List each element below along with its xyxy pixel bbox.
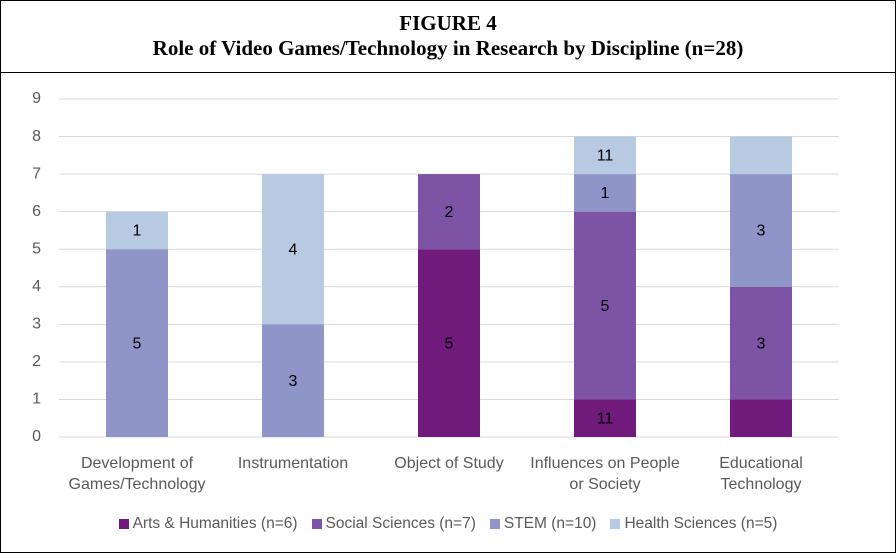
legend-swatch bbox=[311, 519, 322, 529]
chart-title: Role of Video Games/Technology in Resear… bbox=[152, 36, 744, 60]
bar-segment bbox=[418, 249, 480, 437]
data-label: 5 bbox=[445, 335, 454, 352]
legend-item: Arts & Humanities (n=6) bbox=[118, 515, 298, 533]
x-tick-label: Instrumentation bbox=[237, 455, 349, 472]
data-label: 1 bbox=[601, 185, 610, 202]
legend-label: Arts & Humanities (n=6) bbox=[132, 515, 298, 532]
data-label: 2 bbox=[445, 204, 454, 221]
data-label: 5 bbox=[601, 298, 610, 315]
x-tick-label: Influences on People or Society bbox=[530, 455, 680, 493]
data-label: 4 bbox=[289, 241, 298, 258]
data-label: 3 bbox=[757, 335, 766, 352]
bar-segment bbox=[574, 211, 636, 400]
data-label: 5 bbox=[133, 335, 142, 352]
y-tick-label: 2 bbox=[32, 353, 41, 370]
data-label: 1 bbox=[133, 223, 142, 240]
legend-label: STEM (n=10) bbox=[503, 515, 597, 532]
legend-swatch bbox=[489, 519, 500, 529]
legend-swatch bbox=[610, 519, 621, 529]
bar-segment bbox=[730, 136, 792, 175]
y-tick-label: 6 bbox=[32, 203, 41, 220]
bar-segment bbox=[574, 136, 636, 175]
bar-segment bbox=[106, 249, 168, 437]
y-tick-label: 8 bbox=[32, 128, 41, 145]
legend-label: Health Sciences (n=5) bbox=[624, 515, 778, 532]
bar-segment bbox=[574, 174, 636, 212]
bar-segment bbox=[262, 174, 324, 325]
bar-segment bbox=[262, 324, 324, 437]
y-tick-label: 9 bbox=[32, 90, 41, 107]
bar-segment bbox=[418, 174, 480, 250]
x-tick-label: Development of Games/Technology bbox=[68, 455, 206, 493]
legend-item: Health Sciences (n=5) bbox=[610, 515, 777, 533]
legend: Arts & Humanities (n=6) Social Sciences (… bbox=[1, 515, 895, 533]
legend-item: Social Sciences (n=7) bbox=[311, 515, 476, 533]
data-label: 11 bbox=[597, 148, 614, 165]
bar-segment bbox=[730, 174, 792, 287]
legend-swatch bbox=[118, 519, 129, 529]
legend-item: STEM (n=10) bbox=[489, 515, 597, 533]
data-label: 3 bbox=[757, 223, 766, 240]
x-tick-label: Educational Technology bbox=[719, 455, 803, 493]
y-tick-label: 5 bbox=[32, 240, 41, 257]
y-tick-label: 3 bbox=[32, 316, 41, 333]
bar-segment bbox=[574, 399, 636, 437]
bar-segment bbox=[730, 286, 792, 400]
data-label: 11 bbox=[597, 410, 614, 427]
figure-label: FIGURE 4 bbox=[399, 11, 497, 35]
bar-segment bbox=[730, 399, 792, 437]
data-label: 3 bbox=[289, 373, 298, 390]
y-tick-label: 7 bbox=[32, 165, 41, 182]
y-tick-label: 0 bbox=[32, 428, 41, 445]
y-tick-label: 1 bbox=[32, 391, 41, 408]
x-tick-label: Object of Study bbox=[394, 455, 504, 472]
header: FIGURE 4 Role of Video Games/Technology … bbox=[1, 1, 895, 73]
legend-label: Social Sciences (n=7) bbox=[325, 515, 476, 532]
bar-segment bbox=[106, 211, 168, 250]
y-tick-label: 4 bbox=[32, 278, 41, 295]
